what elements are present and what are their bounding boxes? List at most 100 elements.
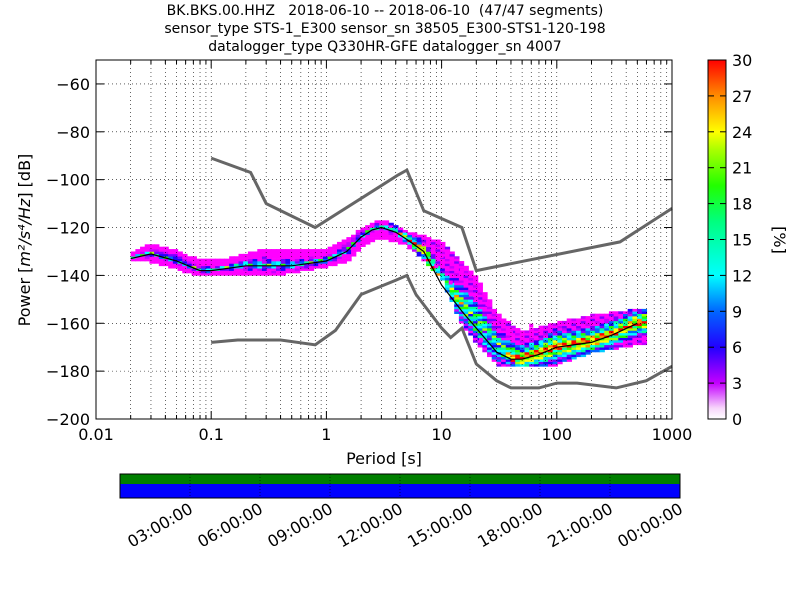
psd-cell (458, 301, 465, 305)
psd-cell (210, 258, 216, 262)
psd-cell (435, 270, 441, 274)
psd-cell (505, 337, 512, 341)
psd-cell (505, 328, 512, 331)
psd-cell (177, 253, 183, 257)
psd-cell (444, 289, 451, 293)
psd-cell (294, 256, 301, 259)
psd-cell (477, 308, 483, 312)
psd-cell (257, 251, 263, 255)
psd-cell (594, 337, 601, 341)
psd-cell (538, 359, 544, 362)
psd-cell (604, 340, 610, 343)
psd-cell (454, 277, 460, 281)
psd-cell (430, 241, 437, 245)
psd-cell (458, 316, 465, 319)
psd-cell (261, 270, 268, 274)
psd-cell (562, 349, 568, 353)
psd-cell (472, 332, 479, 336)
psd-cell (426, 249, 432, 252)
psd-cell (618, 313, 624, 317)
psd-cell (468, 332, 474, 336)
psd-cell (290, 265, 296, 269)
x-tick-label: 0.1 (198, 425, 223, 444)
psd-cell (566, 340, 573, 343)
psd-cell (543, 330, 549, 334)
psd-cell (599, 349, 605, 353)
psd-cell (599, 335, 605, 338)
psd-cell (304, 268, 310, 271)
psd-cell (552, 330, 558, 334)
psd-cell (294, 268, 301, 271)
psd-cell (501, 361, 507, 365)
psd-cell (308, 253, 315, 257)
psd-cell (351, 234, 357, 238)
x-tick-label: 1 (321, 425, 331, 444)
psd-cell (594, 316, 601, 319)
psd-cell (477, 330, 483, 334)
psd-cell (276, 253, 282, 257)
psd-cell (186, 261, 193, 264)
psd-cell (477, 301, 483, 305)
psd-cell (365, 227, 371, 231)
psd-cell (383, 232, 390, 236)
psd-cell (360, 232, 366, 236)
psd-cell (632, 340, 638, 343)
psd-cell (257, 263, 263, 267)
psd-cell (468, 308, 474, 312)
psd-cell (154, 244, 160, 247)
psd-cell (472, 308, 479, 312)
psd-cell (346, 253, 352, 257)
psd-cell (336, 249, 343, 252)
psd-cell (365, 241, 371, 245)
psd-cell (594, 344, 601, 348)
y-tick-label: −60 (56, 75, 90, 94)
psd-cell (393, 229, 399, 233)
psd-cell (407, 244, 413, 247)
psd-cell (477, 325, 483, 329)
psd-cell (224, 265, 230, 269)
psd-cell (140, 249, 146, 252)
psd-cell (510, 330, 516, 334)
psd-cell (186, 256, 193, 259)
psd-cell (304, 253, 310, 257)
psd-cell (594, 325, 601, 329)
psd-cell (341, 249, 347, 252)
psd-cell (215, 258, 221, 262)
psd-cell (533, 337, 540, 341)
psd-cell (379, 225, 385, 228)
psd-cell (524, 361, 530, 365)
y-axis-label-units: m²/s⁴/Hz (15, 198, 34, 267)
psd-cell (177, 265, 183, 269)
psd-cell (458, 304, 465, 307)
psd-cell (416, 239, 422, 243)
psd-cell (505, 359, 512, 362)
psd-cell (135, 256, 141, 259)
psd-cell (566, 328, 573, 331)
psd-cell (515, 335, 521, 338)
psd-cell (454, 287, 460, 291)
psd-cell (196, 273, 202, 276)
psd-cell (458, 273, 465, 276)
psd-cell (210, 263, 216, 267)
psd-cell (585, 332, 591, 336)
psd-cell (280, 251, 287, 255)
psd-cell (482, 342, 488, 346)
psd-cell (496, 323, 502, 326)
psd-cell (552, 349, 558, 353)
psd-cell (463, 296, 469, 300)
psd-cell (252, 263, 258, 267)
psd-cell (557, 342, 563, 346)
psd-cell (191, 261, 197, 264)
psd-cell (266, 253, 272, 257)
psd-cell (238, 261, 244, 264)
psd-cell (201, 263, 207, 267)
psd-cell (435, 251, 441, 255)
psd-cell (182, 265, 188, 269)
psd-cell (135, 253, 141, 257)
psd-cell (280, 258, 287, 262)
psd-cell (402, 241, 408, 245)
psd-cell (369, 227, 376, 231)
psd-cell (191, 273, 197, 276)
psd-cell (487, 347, 493, 350)
psd-cell (435, 268, 441, 271)
